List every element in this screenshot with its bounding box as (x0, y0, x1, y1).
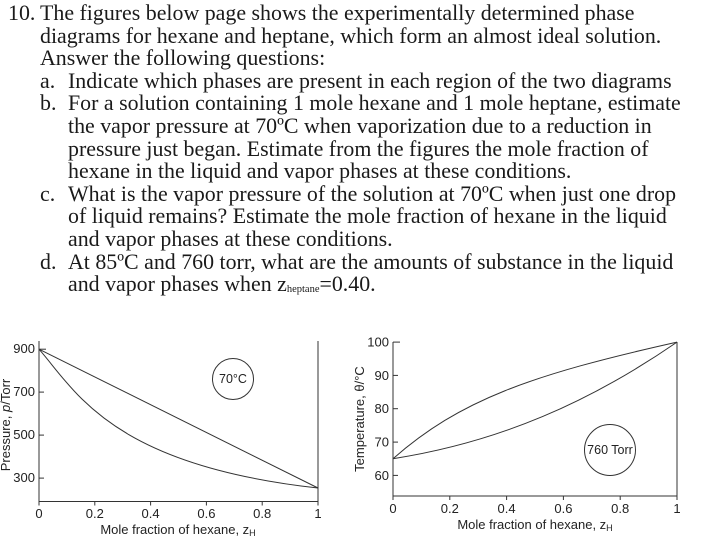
svg-text:Mole fraction of hexane, zH: Mole fraction of hexane, zH (100, 522, 255, 537)
svg-text:500: 500 (13, 427, 35, 442)
svg-text:70°C: 70°C (219, 372, 247, 386)
svg-text:300: 300 (13, 470, 35, 485)
svg-text:100: 100 (367, 335, 389, 350)
svg-text:0.6: 0.6 (554, 501, 572, 516)
svg-text:0.8: 0.8 (611, 501, 629, 516)
svg-text:Pressure, p/Torr: Pressure, p/Torr (0, 378, 13, 471)
svg-text:700: 700 (13, 384, 35, 399)
svg-text:Mole fraction of hexane, zH: Mole fraction of hexane, zH (457, 517, 612, 533)
svg-text:0: 0 (389, 501, 396, 516)
svg-text:1: 1 (314, 506, 321, 521)
svg-text:760 Torr: 760 Torr (587, 443, 633, 457)
svg-text:0.4: 0.4 (498, 501, 516, 516)
svg-text:0.6: 0.6 (197, 506, 215, 521)
svg-text:1: 1 (673, 501, 680, 516)
svg-text:80: 80 (375, 401, 389, 416)
svg-text:900: 900 (13, 341, 35, 356)
svg-text:60: 60 (375, 468, 389, 483)
svg-text:0: 0 (35, 506, 42, 521)
svg-text:90: 90 (375, 368, 389, 383)
svg-text:Temperature, θ/°C: Temperature, θ/°C (352, 366, 367, 472)
svg-text:0.2: 0.2 (86, 506, 104, 521)
svg-text:0.8: 0.8 (253, 506, 271, 521)
svg-text:0.4: 0.4 (142, 506, 160, 521)
svg-text:0.2: 0.2 (441, 501, 459, 516)
svg-text:70: 70 (375, 435, 389, 450)
